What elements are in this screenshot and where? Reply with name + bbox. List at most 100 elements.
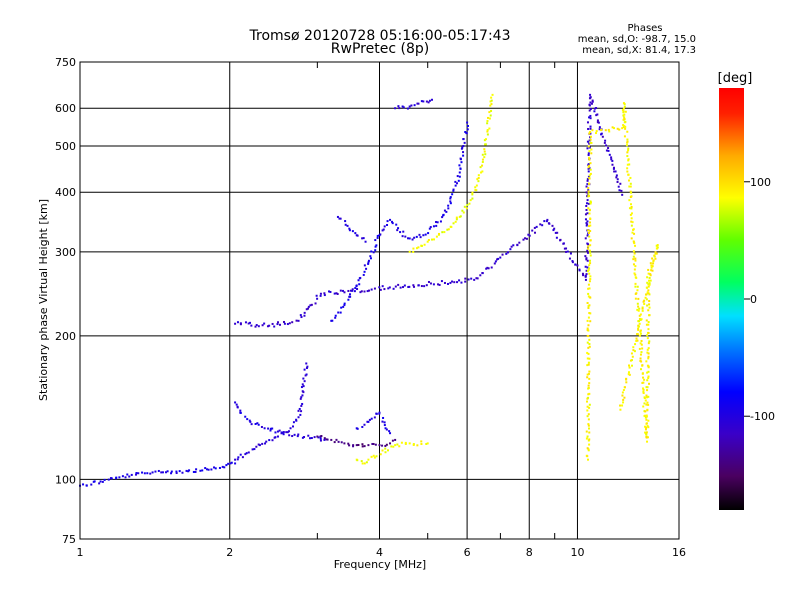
data-point [316, 297, 319, 300]
data-point [399, 286, 402, 289]
data-point [314, 302, 317, 305]
data-point [588, 116, 591, 119]
data-point [587, 396, 590, 399]
data-point [400, 441, 403, 444]
data-point [333, 441, 336, 444]
data-point [636, 285, 639, 288]
data-point [474, 186, 477, 189]
data-point [555, 236, 558, 239]
data-point [541, 224, 544, 227]
data-point [462, 154, 465, 157]
data-point [297, 433, 300, 436]
data-point [604, 139, 607, 142]
data-point [645, 319, 648, 322]
data-point [628, 364, 631, 367]
data-point [435, 235, 438, 238]
data-point [484, 138, 487, 141]
data-point [645, 414, 648, 417]
data-point [365, 267, 368, 270]
data-point [636, 308, 639, 311]
data-point [647, 321, 650, 324]
data-point [247, 322, 250, 325]
data-point [586, 435, 589, 438]
data-point [587, 424, 590, 427]
data-point [271, 439, 274, 442]
data-point [447, 204, 450, 207]
data-point [624, 127, 627, 130]
data-point [547, 222, 550, 225]
data-point [587, 346, 590, 349]
data-point [330, 438, 333, 441]
data-point [531, 229, 534, 232]
data-point [585, 205, 588, 208]
data-point [587, 316, 590, 319]
data-point [644, 414, 647, 417]
data-point [589, 125, 592, 128]
data-point [630, 212, 633, 215]
data-point [648, 279, 651, 282]
data-point [427, 101, 430, 104]
data-point [630, 207, 633, 210]
data-point [146, 472, 149, 475]
data-point [630, 220, 633, 223]
data-point [319, 437, 322, 440]
data-point [141, 471, 144, 474]
data-point [585, 454, 588, 457]
data-point [634, 285, 637, 288]
data-point [581, 272, 584, 275]
data-point [647, 395, 650, 398]
data-point [641, 347, 644, 350]
data-point [631, 221, 634, 224]
data-point [476, 178, 479, 181]
colorbar-tick-label: 100 [750, 176, 771, 189]
data-point [396, 443, 399, 446]
data-point [336, 215, 339, 218]
data-point [360, 460, 363, 463]
data-point [271, 322, 274, 325]
y-tick-label: 750 [55, 56, 76, 69]
data-point [588, 146, 591, 149]
data-point [349, 295, 352, 298]
data-point [255, 324, 258, 327]
data-point [381, 420, 384, 423]
data-point [654, 251, 657, 254]
data-point [618, 128, 621, 131]
data-point [236, 458, 239, 461]
data-point [404, 441, 407, 444]
data-point [82, 483, 85, 486]
data-point [402, 286, 405, 289]
data-point [586, 364, 589, 367]
data-point [625, 144, 628, 147]
data-point [296, 435, 299, 438]
data-point [612, 166, 615, 169]
data-point [490, 103, 493, 106]
data-point [630, 195, 633, 198]
data-point [656, 244, 659, 247]
data-point [634, 257, 637, 260]
data-point [647, 272, 650, 275]
data-point [653, 255, 656, 258]
data-point [647, 426, 650, 429]
data-point [646, 379, 649, 382]
data-point [334, 314, 337, 317]
data-point [586, 301, 589, 304]
data-point [376, 234, 379, 237]
data-point [368, 289, 371, 292]
data-point [490, 99, 493, 102]
data-point [360, 290, 363, 293]
data-point [632, 263, 635, 266]
data-point [587, 195, 590, 198]
data-point [646, 337, 649, 340]
data-point [648, 276, 651, 279]
data-point [408, 442, 411, 445]
data-point [628, 373, 631, 376]
colorbar-tick-label: -100 [750, 410, 775, 423]
data-point [402, 106, 405, 109]
data-point [451, 280, 454, 283]
axis-ticks: 1 2 4 6 8 10 16 75 100 200 300 400 500 600 750 [55, 56, 686, 559]
data-point [417, 284, 420, 287]
data-point [394, 107, 397, 110]
data-point [622, 401, 625, 404]
data-point [633, 232, 636, 235]
data-point [420, 100, 423, 103]
